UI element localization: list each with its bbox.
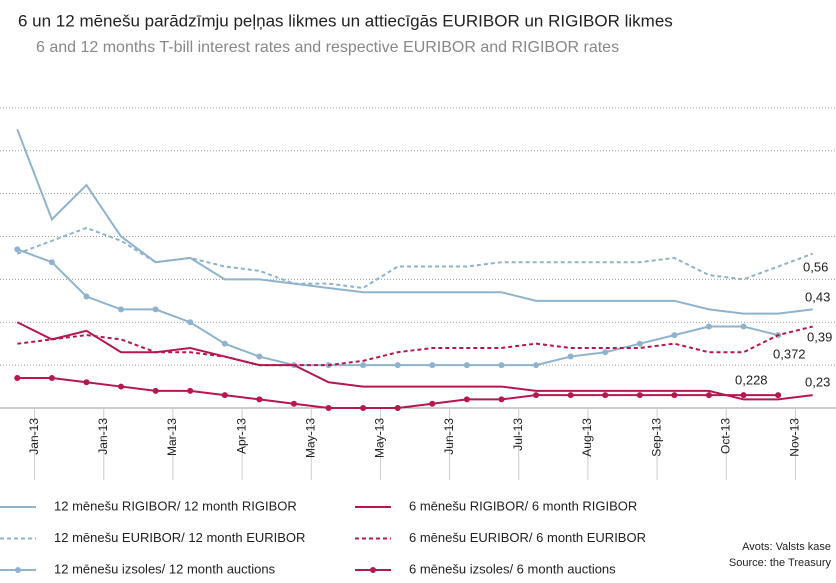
x-tick-label: Sep-13 — [649, 418, 663, 457]
series-line — [17, 376, 779, 409]
series-dot — [429, 362, 436, 369]
series-dot — [14, 374, 21, 381]
series-dot — [394, 405, 401, 411]
series-dot — [360, 362, 367, 369]
series-dot — [152, 387, 159, 394]
x-tick-label: Jun-13 — [442, 418, 456, 455]
x-tick-label: Oct-13 — [718, 418, 732, 454]
series-dot — [83, 293, 90, 300]
series-dot — [48, 259, 55, 266]
series-dot — [740, 392, 747, 399]
x-tick-label: Apr-13 — [234, 418, 248, 454]
series-dot — [325, 405, 332, 411]
annotation: 0,39 — [807, 329, 832, 344]
series-dot — [256, 396, 263, 403]
series-dot — [498, 362, 505, 369]
chart-subtitle: 6 and 12 months T-bill interest rates an… — [36, 39, 619, 56]
x-tick-label: Nov-13 — [788, 418, 802, 457]
series-dot — [636, 392, 643, 399]
legend-dot — [370, 567, 376, 573]
x-tick-label: May-13 — [373, 418, 387, 458]
x-tick-label: Jan-13 — [96, 418, 110, 455]
series-dot — [533, 392, 540, 399]
series-dot — [360, 405, 367, 411]
x-tick-label: Mar-13 — [165, 418, 179, 456]
series-dot — [221, 340, 228, 347]
x-tick-label: Jul-13 — [511, 418, 525, 451]
series-dot — [671, 332, 678, 339]
series-dot — [463, 396, 470, 403]
chart-title: 6 un 12 mēnešu parādzīmju peļņas likmes … — [18, 11, 673, 30]
x-tick-label: Jan-13 — [27, 418, 41, 455]
legend-label: 12 mēnešu EURIBOR/ 12 month EURIBOR — [54, 530, 305, 545]
series-dot — [187, 319, 194, 326]
series-dot — [705, 323, 712, 330]
series-dot — [567, 392, 574, 399]
series-dot — [118, 383, 125, 390]
series-dot — [187, 387, 194, 394]
series-dot — [705, 392, 712, 399]
legend-label: 6 mēnešu EURIBOR/ 6 month EURIBOR — [409, 530, 646, 545]
series-dot — [221, 392, 228, 399]
source: Avots: Valsts kase — [742, 541, 831, 553]
source: Source: the Treasury — [729, 557, 832, 569]
series-dot — [118, 306, 125, 313]
series-dot — [256, 353, 263, 360]
series-dot — [636, 340, 643, 347]
series-dot — [152, 306, 159, 313]
legend-label: 6 mēnešu RIGIBOR/ 6 month RIGIBOR — [409, 498, 637, 513]
annotation: 0,56 — [803, 259, 828, 274]
legend-dot — [15, 567, 21, 573]
series-dot — [775, 392, 782, 399]
annotation: 0,23 — [805, 374, 830, 389]
legend-label: 12 mēnešu izsoles/ 12 month auctions — [54, 561, 276, 576]
annotation: 0,228 — [735, 372, 768, 387]
series-dot — [48, 374, 55, 381]
series-dot — [740, 323, 747, 330]
series-line — [16, 128, 813, 315]
annotation: 0,372 — [773, 346, 806, 361]
series-line — [17, 325, 813, 367]
series-dot — [602, 349, 609, 356]
series-line — [16, 226, 814, 289]
annotation: 0,43 — [805, 289, 830, 304]
series-dot — [602, 392, 609, 399]
series-dot — [533, 362, 540, 369]
series-dot — [463, 362, 470, 369]
series-dot — [498, 396, 505, 403]
series-line — [16, 321, 813, 401]
series-dot — [671, 392, 678, 399]
series-dot — [394, 362, 401, 369]
x-tick-label: Aug-13 — [580, 418, 594, 457]
series-line — [16, 248, 779, 367]
series-dot — [83, 379, 90, 386]
series-dot — [567, 353, 574, 360]
legend-label: 6 mēnešu izsoles/ 6 month auctions — [409, 561, 616, 576]
x-tick-label: May-13 — [303, 418, 317, 458]
series-dot — [429, 400, 436, 407]
series-dot — [290, 400, 297, 407]
legend-label: 12 mēnešu RIGIBOR/ 12 month RIGIBOR — [54, 498, 297, 513]
series-dot — [14, 246, 21, 253]
